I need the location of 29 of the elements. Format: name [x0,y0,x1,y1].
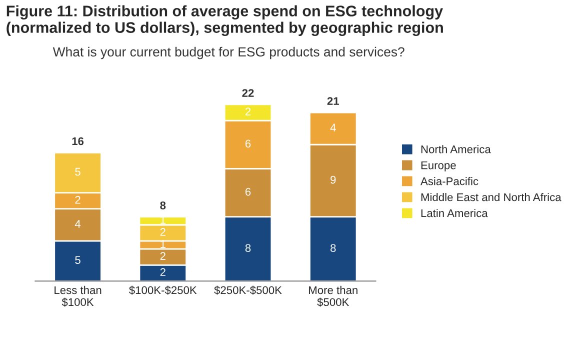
data-label: 2 [160,268,166,276]
data-label: 4 [330,124,336,132]
data-label: 2 [75,196,80,204]
legend-label: Middle East and North Africa [421,193,562,202]
data-label: 5 [75,168,80,176]
x-tick-label: Less than $100K [54,286,102,307]
chart-title: Figure 11: Distribution of average spend on ESG technology (normalized to US dollars), segmented by geographic region [6,5,443,36]
data-label: 2 [245,108,251,116]
total-label: 22 [242,89,254,97]
legend-label: North America [421,145,491,154]
data-label: 4 [74,220,81,228]
data-label: 2 [160,228,166,236]
total-label: 21 [327,97,339,105]
chart-subtitle: What is your current budget for ESG products and services? [52,46,404,60]
total-label: 16 [72,137,84,146]
legend-label: Latin America [421,208,488,218]
data-label: 5 [75,256,80,264]
data-label: 8 [245,244,251,252]
legend-label: Europe [421,161,456,172]
x-tick-label: More than $500K [309,286,358,307]
data-label: 9 [330,176,336,184]
x-tick-label: $100K-$250K [129,286,197,295]
data-label: 8 [330,244,336,252]
data-label: 6 [245,188,251,196]
data-label: 2 [160,252,166,260]
data-label: 6 [245,140,251,148]
x-tick-label: $250K-$500K [214,286,282,295]
legend-label: Asia-Pacific [420,177,478,186]
total-label: 8 [160,201,166,210]
